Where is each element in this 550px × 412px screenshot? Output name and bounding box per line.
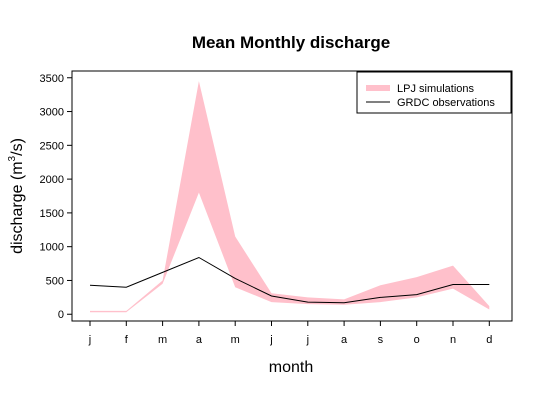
legend-box (356, 71, 512, 114)
x-tick-label: f (125, 334, 129, 346)
x-tick-label: m (158, 334, 167, 346)
x-tick-label: a (196, 334, 203, 346)
x-axis-label: month (269, 359, 313, 376)
y-axis-label-suffix: /s) (9, 138, 26, 156)
y-tick-label: 2500 (40, 140, 64, 152)
chart-title: Mean Monthly discharge (192, 33, 390, 52)
y-axis-label-exponent: 3 (7, 155, 18, 161)
y-axis: 0 500 1000 1500 2000 2500 3000 3500 (40, 73, 72, 321)
series-lpj-simulations-band (90, 81, 490, 313)
legend: LPJ simulations GRDC observations (356, 71, 512, 114)
x-tick-label: j (306, 334, 309, 346)
x-tick-label: d (486, 334, 492, 346)
y-tick-label: 1500 (40, 208, 64, 220)
y-tick-label: 0 (58, 309, 64, 321)
y-tick-label: 3500 (40, 73, 64, 85)
x-tick-label: n (450, 334, 456, 346)
plot-frame (71, 70, 513, 322)
y-tick-label: 2000 (40, 174, 64, 186)
y-axis-label-prefix: discharge (m (9, 161, 26, 253)
x-tick-label: a (341, 334, 348, 346)
simulation-band-layer (90, 81, 490, 313)
y-axis-label: discharge (m3/s) (7, 138, 26, 254)
x-tick-label: s (378, 334, 384, 346)
observation-line-layer (89, 256, 490, 304)
y-tick-label: 1000 (40, 242, 64, 254)
y-tick-label: 3000 (40, 107, 64, 119)
x-tick-label: m (231, 334, 240, 346)
series-grdc-observations-line (89, 256, 490, 304)
x-tick-label: j (269, 334, 272, 346)
legend-label-simulations: LPJ simulations (397, 83, 475, 95)
legend-label-observations: GRDC observations (397, 97, 495, 109)
y-tick-label: 500 (46, 275, 64, 287)
x-tick-label: o (414, 334, 420, 346)
x-tick-label: j (88, 334, 91, 346)
